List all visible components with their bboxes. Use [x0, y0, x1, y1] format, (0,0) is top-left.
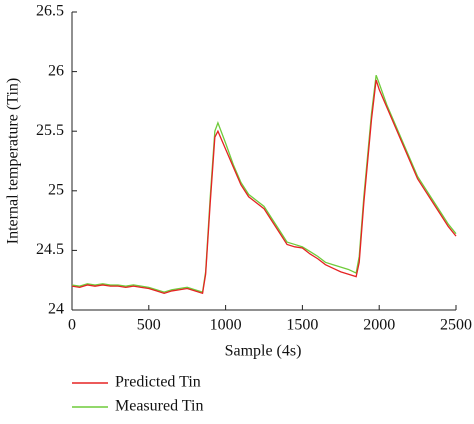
x-tick-label: 1000: [210, 317, 242, 334]
x-tick-label: 2000: [363, 317, 395, 334]
x-tick-label: 0: [68, 317, 76, 334]
legend-label: Predicted Tin: [115, 374, 201, 391]
x-tick-label: 2500: [440, 317, 472, 334]
y-tick-label: 24.5: [36, 241, 64, 258]
y-axis-label: Internal temperature (Tin): [5, 78, 22, 244]
x-tick-label: 1500: [286, 317, 318, 334]
legend-label: Measured Tin: [115, 398, 203, 415]
y-tick-label: 25.5: [36, 122, 64, 139]
x-axis-label: Sample (4s): [225, 343, 302, 360]
series-line: [71, 79, 457, 295]
y-tick-label: 25: [48, 181, 64, 198]
x-tick-label: 500: [137, 317, 161, 334]
series-line: [71, 74, 457, 293]
y-tick-label: 24: [48, 301, 64, 318]
y-tick-label: 26.5: [36, 3, 64, 20]
y-tick-label: 26: [48, 62, 64, 79]
